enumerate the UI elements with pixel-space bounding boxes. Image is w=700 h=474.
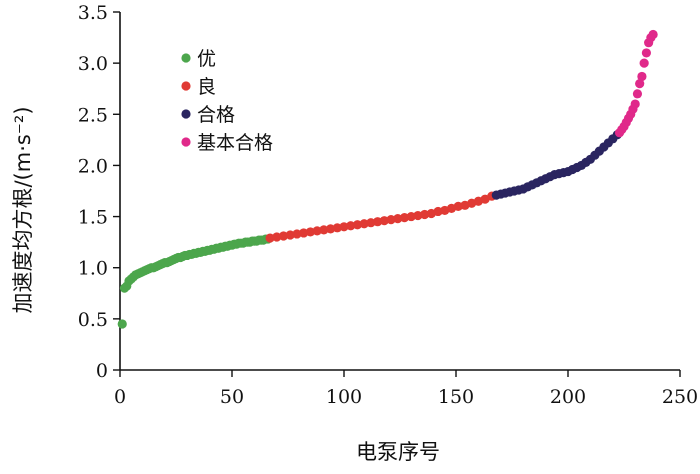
legend-label: 合格 [197, 104, 235, 126]
data-point-series-1 [272, 232, 282, 242]
data-point-series-1 [312, 226, 322, 236]
y-tick-label: 2.5 [78, 104, 108, 126]
x-tick-label: 100 [326, 386, 362, 408]
data-point-series-1 [292, 229, 302, 239]
x-tick-label: 50 [220, 386, 244, 408]
legend-marker [181, 137, 191, 147]
data-point-series-1 [325, 224, 336, 234]
data-point-series-1 [346, 221, 356, 231]
data-point-series-3 [635, 79, 645, 89]
x-axis-ticks: 0 50 100 150 200 250 [114, 370, 698, 408]
data-point-series-1 [352, 220, 363, 230]
data-point-series-1 [379, 216, 389, 226]
data-point-series-1 [305, 227, 315, 237]
y-tick-label: 3.5 [78, 2, 108, 24]
data-point-series-3 [639, 58, 649, 68]
y-axis-title-group: 加速度均方根/(m·s⁻²) [11, 106, 35, 313]
legend-label: 良 [197, 76, 216, 98]
x-axis-title: 电泵序号 [356, 440, 440, 464]
data-point-series-1 [299, 228, 309, 238]
data-point-series-1 [265, 233, 275, 243]
data-point-series-3 [648, 29, 658, 40]
data-point-series-3 [641, 48, 652, 58]
data-point-series-3 [637, 71, 647, 82]
data-point-series-1 [332, 223, 342, 233]
x-tick-label: 0 [114, 386, 126, 408]
data-point-series-3 [632, 89, 643, 99]
y-axis-ticks: 0 0.5 1.0 1.5 2.0 2.5 3.0 3.5 [78, 2, 120, 382]
data-point-series-3 [630, 99, 640, 109]
data-point-series-1 [359, 219, 369, 229]
x-tick-label: 200 [550, 386, 586, 408]
legend-label: 基本合格 [197, 132, 273, 154]
data-point-series-1 [406, 211, 416, 222]
data-point-series-1 [399, 212, 410, 223]
y-tick-label: 0 [96, 360, 108, 382]
data-point-series-1 [420, 209, 430, 220]
data-point-series-1 [433, 206, 443, 217]
data-point-series-1 [386, 215, 396, 225]
y-tick-label: 0.5 [78, 309, 108, 331]
data-point-series-1 [366, 218, 376, 228]
data-point-series-1 [413, 210, 423, 221]
x-tick-label: 150 [438, 386, 474, 408]
data-point-series-1 [319, 225, 329, 235]
x-tick-label: 250 [662, 386, 698, 408]
y-tick-label: 2.0 [78, 155, 108, 177]
legend-label: 优 [197, 48, 216, 70]
y-tick-label: 1.5 [78, 207, 108, 229]
legend-marker [181, 109, 191, 119]
data-point-series-1 [285, 230, 295, 240]
data-point-series-1 [373, 217, 383, 227]
y-tick-label: 3.0 [78, 53, 108, 75]
data-point-series-1 [453, 201, 463, 211]
data-point-series-1 [393, 214, 403, 224]
data-points [117, 29, 658, 329]
data-point-series-1 [278, 231, 289, 241]
y-tick-label: 1.0 [78, 258, 108, 280]
y-axis-title: 加速度均方根/(m·s⁻²) [11, 106, 35, 313]
legend-marker [181, 53, 191, 63]
data-point-series-1 [339, 222, 349, 232]
legend-marker [181, 81, 191, 91]
data-point-series-0 [117, 319, 127, 329]
